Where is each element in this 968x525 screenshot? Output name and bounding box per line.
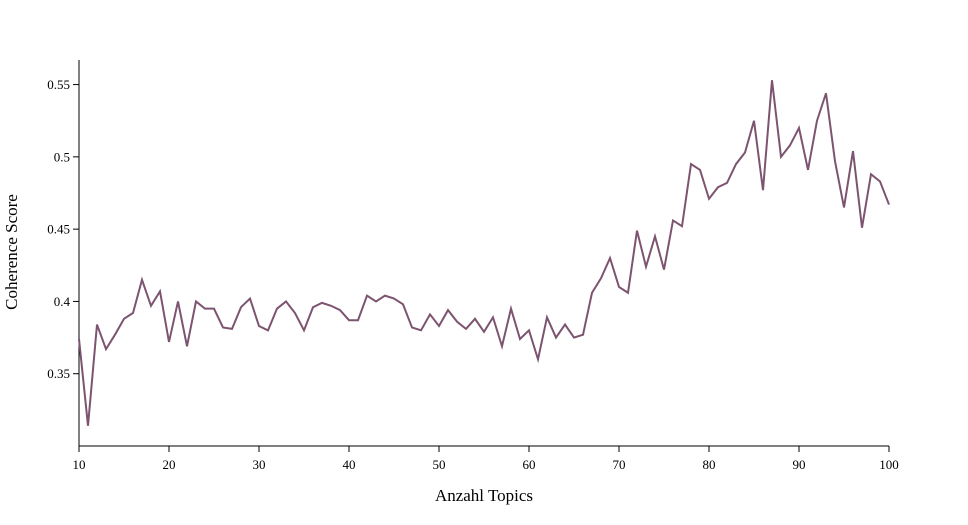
y-tick-label: 0.45 bbox=[47, 222, 70, 237]
x-tick-label: 60 bbox=[523, 457, 536, 472]
x-tick-label: 30 bbox=[253, 457, 266, 472]
series-layer bbox=[78, 80, 890, 426]
x-tick-label: 80 bbox=[703, 457, 716, 472]
x-axis-title: Anzahl Topics bbox=[435, 486, 533, 505]
x-tick-label: 50 bbox=[433, 457, 446, 472]
x-tick-label: 90 bbox=[793, 457, 806, 472]
x-tick-label: 40 bbox=[343, 457, 356, 472]
x-tick-label: 70 bbox=[613, 457, 626, 472]
y-tick-label: 0.35 bbox=[47, 366, 70, 381]
y-axis: 0.35 0.4 0.45 0.5 0.55 bbox=[47, 60, 80, 446]
series-line bbox=[78, 80, 890, 426]
x-axis: 10 20 30 40 50 60 70 80 90 100 bbox=[73, 445, 899, 472]
x-tick-label: 100 bbox=[879, 457, 899, 472]
x-tick-label: 20 bbox=[163, 457, 176, 472]
y-tick-label: 0.5 bbox=[54, 149, 70, 164]
y-tick-label: 0.55 bbox=[47, 77, 70, 92]
y-axis-title: Coherence Score bbox=[2, 194, 21, 310]
y-tick-label: 0.4 bbox=[54, 294, 71, 309]
x-tick-label: 10 bbox=[73, 457, 86, 472]
